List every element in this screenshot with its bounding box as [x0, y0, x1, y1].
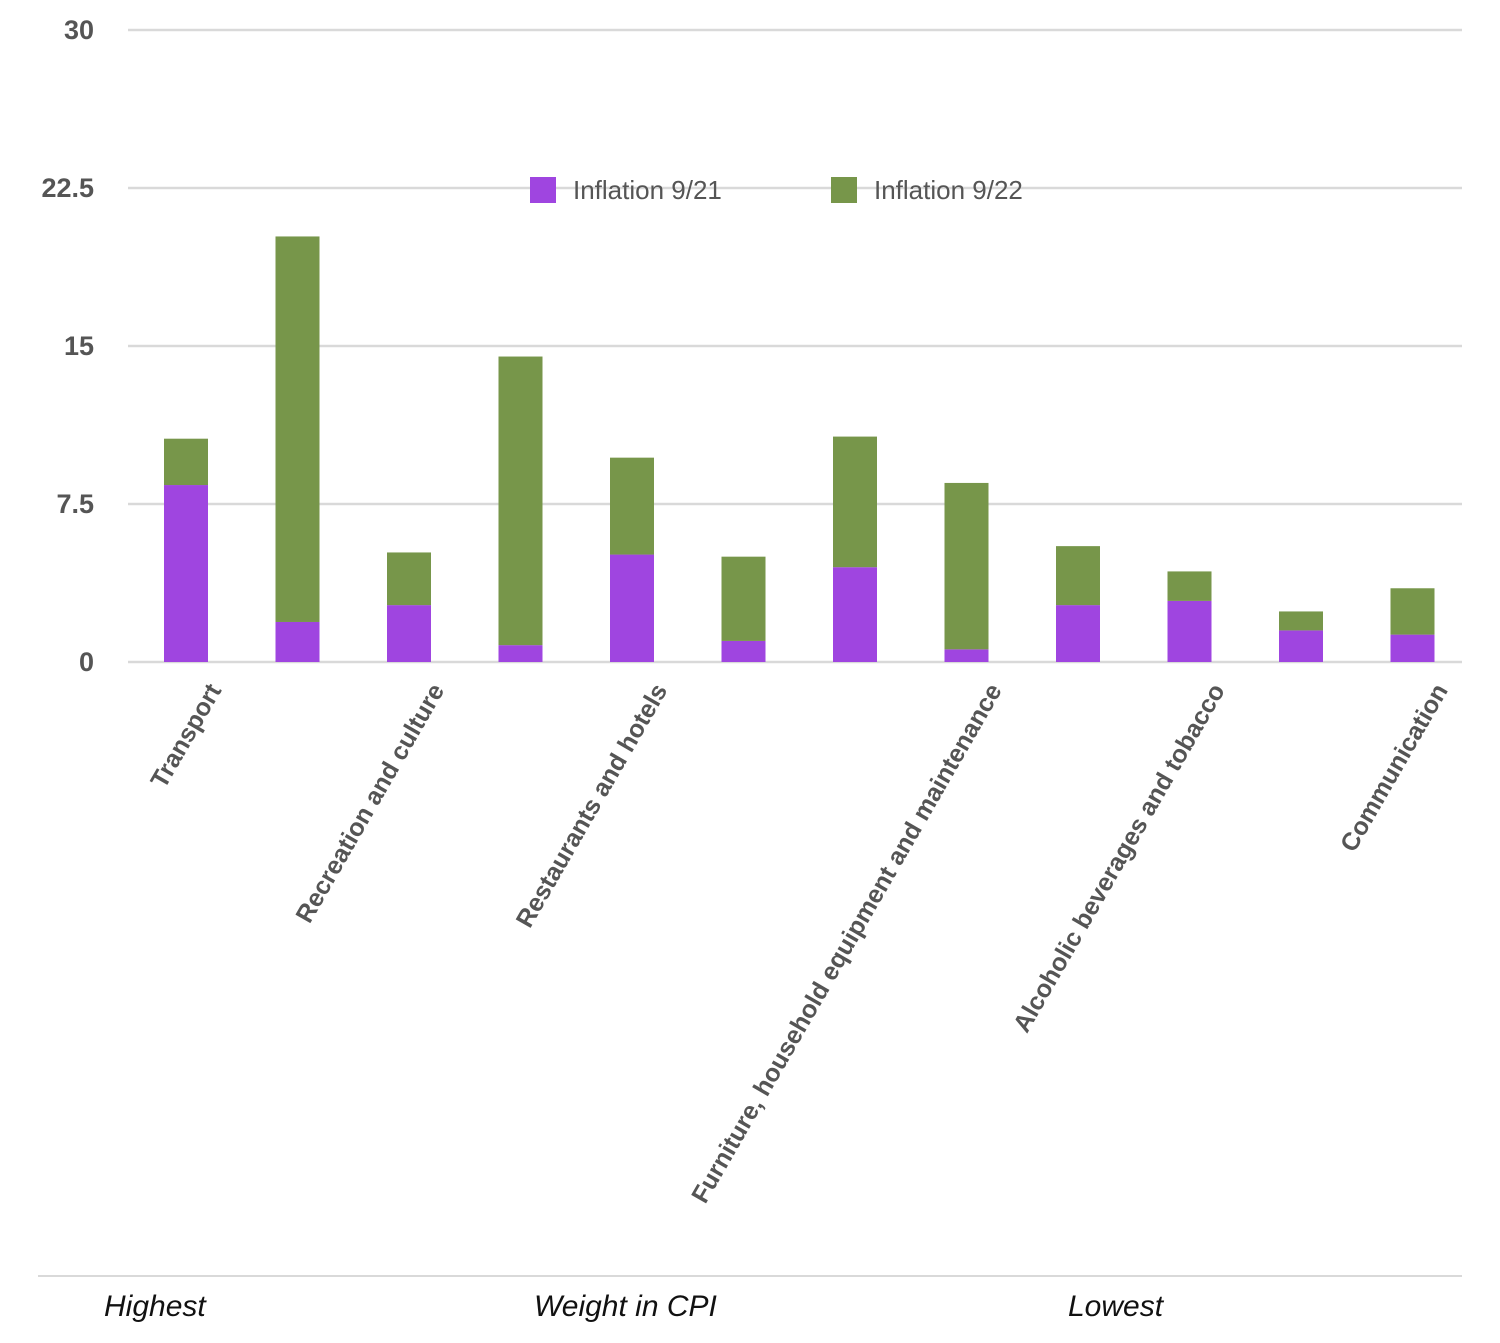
y-tick-label: 7.5 — [56, 489, 94, 519]
bar-inflation-9-22 — [1279, 611, 1323, 631]
bar-inflation-9-22 — [833, 436, 877, 568]
bar-inflation-9-21 — [1279, 630, 1323, 662]
bar-inflation-9-21 — [1390, 634, 1435, 662]
legend: Inflation 9/21 Inflation 9/22 — [530, 175, 1023, 205]
legend-label: Inflation 9/21 — [573, 175, 722, 205]
legend-swatch — [831, 177, 857, 203]
bar-inflation-9-22 — [164, 438, 208, 486]
grid-lines — [128, 28, 1462, 664]
bar-inflation-9-21 — [387, 605, 431, 662]
bar-inflation-9-22 — [721, 556, 766, 641]
bar-inflation-9-21 — [498, 645, 543, 662]
bar-inflation-9-22 — [275, 236, 320, 622]
bar-inflation-9-22 — [498, 356, 543, 646]
bar-inflation-9-22 — [1167, 571, 1212, 601]
x-axis-labels: Transport Recreation and culture Restauran… — [145, 678, 1453, 1207]
bar-inflation-9-21 — [1167, 600, 1212, 662]
bar-inflation-9-21 — [721, 640, 766, 662]
bar-inflation-9-22 — [610, 457, 654, 555]
bar-inflation-9-21 — [275, 621, 320, 662]
bar-inflation-9-21 — [944, 649, 989, 662]
bar-inflation-9-21 — [833, 567, 877, 662]
y-tick-label: 22.5 — [41, 173, 94, 203]
bar-inflation-9-22 — [387, 552, 431, 606]
bar-inflation-9-22 — [944, 482, 989, 650]
bar-inflation-9-21 — [610, 554, 654, 662]
bar-inflation-9-21 — [1056, 605, 1100, 662]
footer-weight-in-cpi-label: Weight in CPI — [534, 1290, 717, 1323]
x-tick-label: Recreation and culture — [290, 679, 450, 928]
footer-highest-label: Highest — [104, 1290, 206, 1323]
bar-inflation-9-22 — [1390, 588, 1435, 635]
y-tick-label: 0 — [79, 647, 94, 677]
bar-inflation-9-22 — [1056, 546, 1100, 606]
x-tick-label: Communication — [1335, 679, 1454, 857]
x-tick-label: Furniture, household equipment and maint… — [686, 679, 1008, 1208]
legend-label: Inflation 9/22 — [874, 175, 1023, 205]
bars — [164, 236, 1435, 662]
y-tick-label: 30 — [64, 15, 94, 45]
x-tick-label: Restaurants and hotels — [511, 679, 673, 932]
footer-lowest-label: Lowest — [1068, 1290, 1164, 1323]
y-axis-ticks: 0 7.5 15 22.5 30 — [41, 15, 94, 677]
x-tick-label: Transport — [145, 678, 227, 792]
bar-inflation-9-21 — [164, 485, 208, 662]
x-tick-label: Alcoholic beverages and tobacco — [1008, 679, 1231, 1037]
y-tick-label: 15 — [64, 331, 94, 361]
legend-swatch — [530, 177, 556, 203]
